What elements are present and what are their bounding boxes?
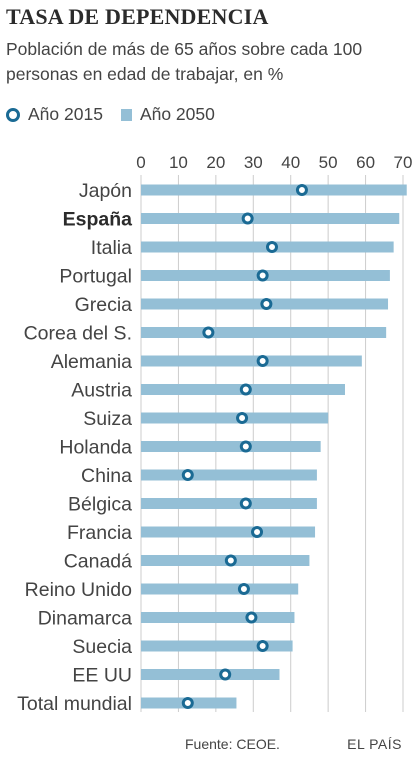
marker-2015 [241,212,254,225]
bar-2050 [141,469,317,481]
category-label: Grecia [75,294,133,316]
legend-circle-icon [6,107,20,122]
x-tick-label: 30 [244,153,263,172]
category-label: Austria [71,380,132,402]
category-label: Holanda [59,437,132,459]
bar-2050 [141,669,280,680]
marker-2015 [181,469,194,481]
legend-label-2050: Año 2050 [139,104,215,124]
category-label: Japón [79,180,132,202]
bar-2050 [141,640,293,652]
category-label: Alemania [51,351,132,373]
x-tick-label: 60 [356,153,375,172]
bar-2050 [141,498,317,509]
category-label: Reino Unido [25,579,132,601]
category-label: Italia [91,237,132,259]
category-label: España [63,209,133,231]
marker-2015 [251,526,264,538]
marker-2015 [260,298,273,310]
category-label: Corea del S. [24,323,132,345]
category-label: Suecia [72,636,132,658]
marker-2015 [256,355,269,367]
category-label: Bélgica [68,494,132,516]
legend: Año 2015 Año 2050 [6,104,233,125]
marker-2015 [239,497,252,510]
publisher-brand: EL PAÍS [347,736,402,752]
marker-2015 [256,269,269,282]
category-label: Francia [67,522,132,544]
marker-2015 [202,326,215,339]
marker-2015 [181,697,194,709]
bar-2050 [141,412,329,424]
category-label: Suiza [83,408,132,430]
marker-2015 [295,184,308,196]
category-label: Total mundial [17,693,132,715]
legend-item-2050: Año 2050 [120,104,215,125]
bar-2050 [141,612,295,623]
source-note: Fuente: CEOE. [185,736,280,752]
x-tick-label: 0 [136,153,145,172]
category-label: Canadá [64,551,132,573]
bar-2050 [141,441,321,452]
marker-2015 [237,583,250,595]
legend-item-2015: Año 2015 [6,104,103,125]
marker-2015 [245,611,258,624]
bar-2050 [141,327,387,338]
bar-2050 [141,355,362,367]
bar-2050 [141,583,299,595]
marker-2015 [239,440,252,453]
legend-label-2015: Año 2015 [28,104,103,124]
category-label: Dinamarca [38,608,132,630]
legend-bar-icon [120,108,132,121]
bar-2050 [141,184,407,196]
chart-title: TASA DE DEPENDENCIA [6,4,269,29]
bar-2050 [141,213,400,224]
marker-2015 [236,412,249,424]
x-tick-label: 50 [319,153,338,172]
bar-2050 [141,526,316,538]
x-tick-label: 10 [169,153,188,172]
marker-2015 [239,383,252,396]
marker-2015 [266,241,278,253]
x-tick-label: 70 [394,153,413,172]
x-tick-label: 40 [281,153,300,172]
marker-2015 [224,554,237,567]
x-tick-label: 20 [206,153,225,172]
category-label: China [81,465,132,487]
chart-subtitle: Población de más de 65 años sobre cada 1… [6,39,363,84]
marker-2015 [256,640,269,652]
category-label: Portugal [59,266,132,288]
marker-2015 [219,668,232,681]
category-label: EE UU [72,665,132,687]
